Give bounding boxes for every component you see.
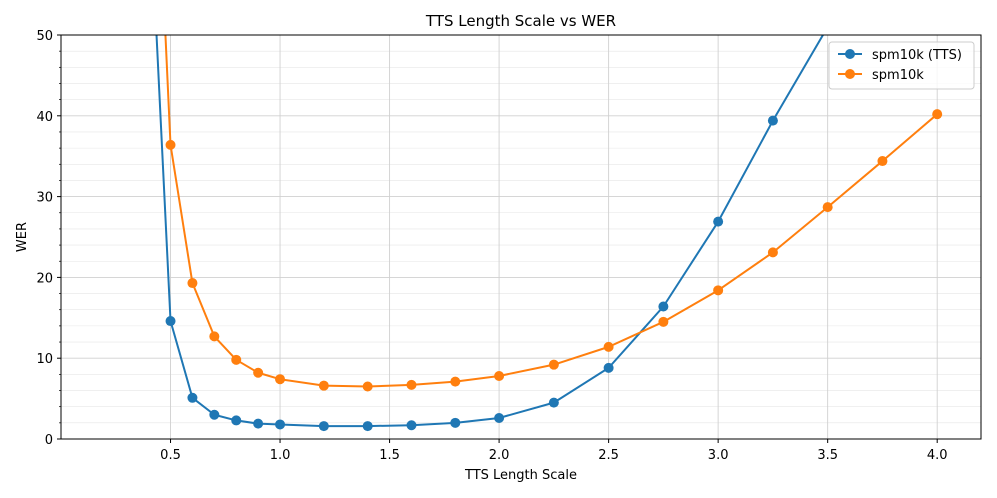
y-tick-label: 40 [36,110,53,125]
data-point [253,367,264,378]
grid [61,34,981,440]
y-tick-label: 10 [36,352,53,367]
data-point [318,421,329,432]
x-tick-label: 2.5 [598,448,619,463]
data-point [406,420,417,431]
x-tick-label: 3.0 [708,448,729,463]
x-tick-label: 1.5 [379,448,400,463]
plot-frame [60,34,982,440]
series-layer [155,35,943,432]
data-point [548,359,559,370]
y-tick-label: 0 [45,433,53,448]
data-point [231,415,242,426]
data-point [658,301,669,312]
data-point [658,316,669,327]
data-point [450,376,461,387]
x-axis-label: TTS Length Scale [464,468,577,483]
data-point [209,331,220,342]
legend: spm10k (TTS) spm10k [828,41,975,90]
x-tick-label: 4.0 [927,448,948,463]
data-point [209,409,220,420]
series-line [164,35,938,388]
data-point [603,362,614,373]
legend-frame [828,41,975,90]
legend-label: spm10k [872,68,924,83]
data-point [822,202,833,213]
data-point [406,379,417,390]
data-point [231,354,242,365]
data-point [165,316,176,327]
x-tick-label: 0.5 [160,448,181,463]
y-ticks: 0 10 20 30 40 50 [36,29,61,448]
data-point [494,370,505,381]
y-tick-label: 50 [36,29,53,44]
legend-marker [845,49,855,59]
data-point [603,341,614,352]
data-point [767,115,778,126]
x-tick-label: 1.0 [270,448,291,463]
data-point [548,397,559,408]
y-tick-label: 30 [36,191,53,206]
data-point [494,412,505,423]
data-point [275,419,286,430]
chart-title: TTS Length Scale vs WER [425,12,616,30]
legend-label: spm10k (TTS) [872,48,962,63]
series-0 [155,35,825,432]
data-point [187,392,198,403]
data-point [253,418,264,429]
x-tick-label: 3.5 [817,448,838,463]
data-point [767,247,778,258]
data-point [318,380,329,391]
y-tick-label: 20 [36,271,53,286]
data-point [450,417,461,428]
y-axis-label: WER [15,222,30,252]
data-point [877,156,888,167]
data-point [713,216,724,227]
data-point [165,139,176,150]
data-point [362,381,373,392]
data-point [362,421,373,432]
data-point [713,285,724,296]
legend-marker [845,69,855,79]
data-point [932,109,943,120]
data-point [187,278,198,289]
x-tick-label: 2.0 [489,448,510,463]
series-1 [164,35,943,392]
x-ticks: 0.5 1.0 1.5 2.0 2.5 3.0 3.5 4.0 [160,439,948,463]
data-point [275,374,286,385]
